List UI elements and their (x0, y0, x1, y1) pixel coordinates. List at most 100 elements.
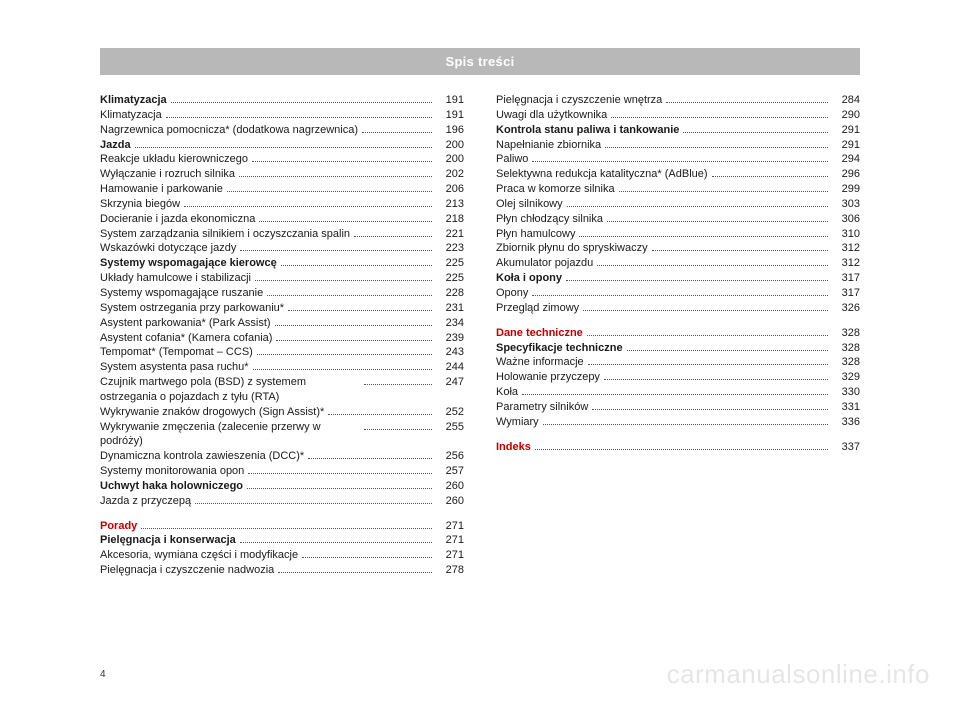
toc-page-number: 328 (832, 326, 860, 341)
toc-leader-dots (240, 535, 432, 544)
toc-leader-dots (364, 421, 432, 430)
toc-label: Pielęgnacja i czyszczenie nadwozia (100, 563, 274, 578)
toc-row: Holowanie przyczepy 329 (496, 370, 860, 385)
toc-leader-dots (588, 357, 828, 366)
toc-row: Pielęgnacja i czyszczenie wnętrza284 (496, 93, 860, 108)
toc-label: Koła i opony (496, 271, 562, 286)
toc-row: Pielęgnacja i czyszczenie nadwozia278 (100, 563, 464, 578)
toc-label: Skrzynia biegów (100, 197, 180, 212)
toc-page-number: 218 (436, 212, 464, 227)
toc-row: Układy hamulcowe i stabilizacji225 (100, 271, 464, 286)
toc-row: Koła i opony317 (496, 271, 860, 286)
toc-leader-dots (712, 168, 828, 177)
toc-leader-dots (288, 302, 432, 311)
toc-page-number: 299 (832, 182, 860, 197)
toc-row: System zarządzania silnikiem i oczyszcza… (100, 227, 464, 242)
toc-label: Reakcje układu kierowniczego (100, 152, 248, 167)
toc-page-number: 234 (436, 316, 464, 331)
toc-leader-dots (543, 416, 828, 425)
toc-leader-dots (276, 332, 432, 341)
toc-label: Asystent cofania* (Kamera cofania) (100, 331, 272, 346)
toc-label: Kontrola stanu paliwa i tankowanie (496, 123, 679, 138)
toc-row: Wyłączanie i rozruch silnika202 (100, 167, 464, 182)
toc-page-number: 252 (436, 405, 464, 420)
toc-page-number: 213 (436, 197, 464, 212)
toc-label: Porady (100, 519, 137, 534)
page-number: 4 (100, 669, 106, 680)
toc-label: Asystent parkowania* (Park Assist) (100, 316, 271, 331)
toc-label: Tempomat* (Tempomat – CCS) (100, 345, 253, 360)
toc-label: Przegląd zimowy (496, 301, 579, 316)
toc-leader-dots (666, 94, 828, 103)
toc-row: Systemy wspomagające ruszanie228 (100, 286, 464, 301)
toc-label: Paliwo (496, 152, 528, 167)
toc-row: Klimatyzacja191 (100, 93, 464, 108)
toc-leader-dots (522, 386, 828, 395)
toc-page-number: 328 (832, 355, 860, 370)
toc-leader-dots (257, 347, 432, 356)
toc-leader-dots (583, 302, 828, 311)
toc-row: Porady 271 (100, 519, 464, 534)
toc-leader-dots (239, 168, 432, 177)
toc-leader-dots (135, 139, 432, 148)
toc-label: Klimatyzacja (100, 108, 162, 123)
toc-leader-dots (166, 109, 432, 118)
toc-page-number: 329 (832, 370, 860, 385)
toc-page-number: 271 (436, 533, 464, 548)
toc-label: Płyn hamulcowy (496, 227, 575, 242)
toc-leader-dots (652, 243, 828, 252)
toc-leader-dots (604, 371, 828, 380)
toc-page-number: 191 (436, 93, 464, 108)
toc-leader-dots (597, 257, 828, 266)
manual-page: Spis treści Klimatyzacja191Klimatyzacja1… (0, 0, 960, 708)
toc-columns: Klimatyzacja191Klimatyzacja191Nagrzewnic… (100, 93, 860, 578)
toc-leader-dots (364, 376, 432, 385)
toc-label: Ważne informacje (496, 355, 584, 370)
toc-label: Pielęgnacja i konserwacja (100, 533, 236, 548)
toc-page-number: 306 (832, 212, 860, 227)
toc-page-number: 271 (436, 519, 464, 534)
toc-label: Jazda (100, 138, 131, 153)
toc-leader-dots (171, 94, 432, 103)
toc-label: Opony (496, 286, 528, 301)
toc-row: Olej silnikowy303 (496, 197, 860, 212)
toc-leader-dots (281, 257, 432, 266)
toc-label: Układy hamulcowe i stabilizacji (100, 271, 251, 286)
toc-page-number: 294 (832, 152, 860, 167)
toc-row: Jazda z przyczepą260 (100, 494, 464, 509)
toc-label: Czujnik martwego pola (BSD) z systemem o… (100, 375, 360, 405)
toc-label: Dane techniczne (496, 326, 583, 341)
toc-leader-dots (619, 183, 828, 192)
toc-label: Holowanie przyczepy (496, 370, 600, 385)
toc-leader-dots (627, 342, 828, 351)
toc-row: Systemy wspomagające kierowcę225 (100, 256, 464, 271)
toc-page-number: 330 (832, 385, 860, 400)
toc-page-number: 336 (832, 415, 860, 430)
toc-page-number: 196 (436, 123, 464, 138)
toc-page-number: 200 (436, 152, 464, 167)
toc-row: Dynamiczna kontrola zawieszenia (DCC)*25… (100, 449, 464, 464)
toc-page-number: 231 (436, 301, 464, 316)
toc-row: Akumulator pojazdu312 (496, 256, 860, 271)
toc-label: Płyn chłodzący silnika (496, 212, 603, 227)
toc-row: Selektywna redukcja katalityczna* (AdBlu… (496, 167, 860, 182)
toc-row: System ostrzegania przy parkowaniu*231 (100, 301, 464, 316)
toc-label: Wymiary (496, 415, 539, 430)
toc-page-number: 244 (436, 360, 464, 375)
toc-page-number: 312 (832, 256, 860, 271)
toc-row: Jazda200 (100, 138, 464, 153)
toc-label: Koła (496, 385, 518, 400)
toc-label: Nagrzewnica pomocnicza* (dodatkowa nagrz… (100, 123, 358, 138)
toc-label: Jazda z przyczepą (100, 494, 191, 509)
toc-page-number: 260 (436, 479, 464, 494)
toc-row: System asystenta pasa ruchu*244 (100, 360, 464, 375)
toc-row: Dane techniczne 328 (496, 326, 860, 341)
toc-row: Uchwyt haka holowniczego260 (100, 479, 464, 494)
toc-page-number: 271 (436, 548, 464, 563)
toc-page-number: 257 (436, 464, 464, 479)
toc-leader-dots (184, 198, 432, 207)
toc-leader-dots (267, 287, 432, 296)
toc-leader-dots (607, 213, 828, 222)
toc-row: Systemy monitorowania opon257 (100, 464, 464, 479)
toc-label: Uwagi dla użytkownika (496, 108, 607, 123)
